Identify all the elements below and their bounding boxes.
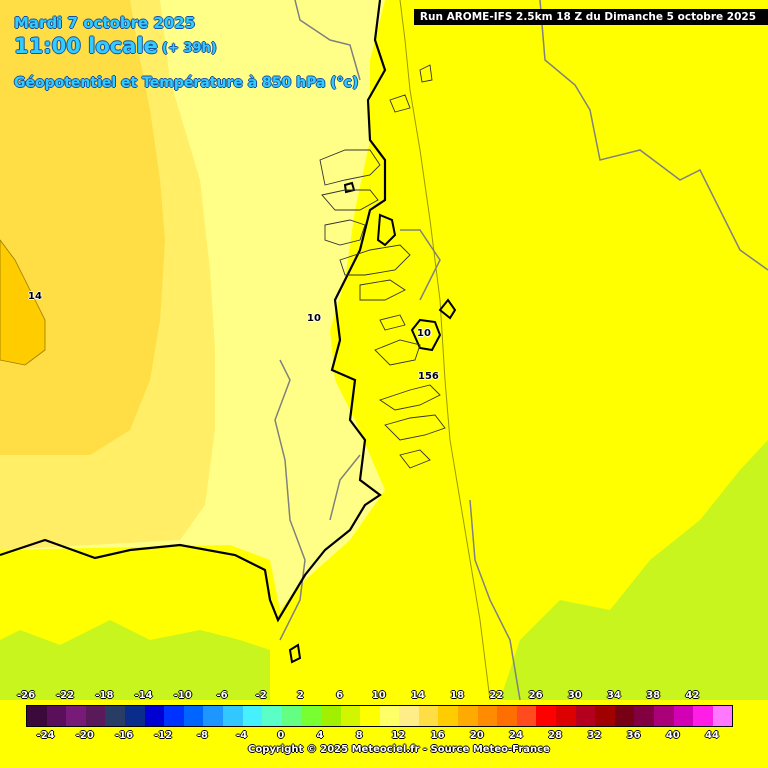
- color-swatch: [222, 706, 243, 726]
- color-swatch: [262, 706, 282, 726]
- color-scale-tick-bottom: 0: [277, 730, 285, 741]
- color-swatch: [340, 706, 361, 726]
- color-scale-tick-top: 38: [646, 690, 661, 701]
- color-scale-tick-bottom: -24: [36, 730, 55, 741]
- color-swatch: [458, 706, 478, 726]
- color-swatch: [712, 706, 733, 726]
- color-swatch: [654, 706, 674, 726]
- color-scale-tick-bottom: -12: [154, 730, 173, 741]
- color-scale-tick-top: -2: [255, 690, 267, 701]
- color-swatch: [46, 706, 67, 726]
- color-scale-tick-top: 26: [528, 690, 543, 701]
- color-scale-tick-bottom: -4: [236, 730, 248, 741]
- color-scale-tick-bottom: 40: [665, 730, 680, 741]
- color-swatch: [497, 706, 517, 726]
- color-scale-tick-top: -10: [173, 690, 192, 701]
- color-scale-tick-bottom: -8: [196, 730, 208, 741]
- contour-label-156: 156: [418, 371, 439, 382]
- field-6-southeast: [500, 440, 768, 700]
- color-swatch: [516, 706, 537, 726]
- forecast-time: 11:00 locale: [14, 34, 158, 58]
- color-scale-tick-top: 14: [411, 690, 425, 701]
- color-swatch: [438, 706, 459, 726]
- color-scale-tick-bottom: 28: [548, 730, 563, 741]
- color-swatch: [556, 706, 576, 726]
- color-swatch: [634, 706, 654, 726]
- contour-label-10-east: 10: [417, 328, 431, 339]
- color-scale-tick-bottom: 8: [355, 730, 363, 741]
- model-run-label: Run AROME-IFS 2.5km 18 Z du Dimanche 5 o…: [413, 9, 768, 25]
- isotherm-east: [399, 0, 491, 701]
- forecast-date: Mardi 7 octobre 2025: [14, 14, 196, 32]
- color-scale-tick-top: -26: [16, 690, 36, 701]
- color-swatch: [418, 706, 439, 726]
- color-scale-tick-top: 22: [489, 690, 504, 701]
- contour-label-10: 10: [307, 313, 321, 324]
- color-scale-tick-top: 42: [685, 690, 700, 701]
- temperature-color-scale: [26, 705, 734, 727]
- color-scale-tick-bottom: -16: [114, 730, 134, 741]
- copyright-notice: Copyright © 2025 Meteociel.fr - Source M…: [248, 744, 550, 755]
- color-swatch: [379, 706, 400, 726]
- color-scale-tick-top: 2: [296, 690, 304, 701]
- color-swatch: [66, 706, 86, 726]
- color-swatch: [693, 706, 713, 726]
- color-swatch: [105, 706, 125, 726]
- color-swatch: [536, 706, 557, 726]
- color-scale-tick-top: -18: [95, 690, 114, 701]
- color-swatch: [301, 706, 321, 726]
- color-scale-tick-top: 18: [450, 690, 465, 701]
- color-scale-tick-bottom: 44: [705, 730, 719, 741]
- contour-label-14: 14: [28, 291, 42, 302]
- parameter-title: Géopotentiel et Température à 850 hPa (°…: [14, 75, 359, 91]
- color-scale-tick-top: -14: [134, 690, 153, 701]
- color-scale-tick-bottom: 24: [509, 730, 523, 741]
- color-swatch: [242, 706, 263, 726]
- field-14-west: [0, 239, 46, 366]
- field-12-west: [0, 0, 165, 455]
- color-swatch: [164, 706, 184, 726]
- forecast-lead-time: (+ 39h): [162, 41, 217, 56]
- color-swatch: [360, 706, 380, 726]
- color-swatch: [575, 706, 596, 726]
- color-swatch: [595, 706, 615, 726]
- color-scale-tick-bottom: 32: [587, 730, 602, 741]
- color-swatch: [124, 706, 145, 726]
- color-swatch: [281, 706, 302, 726]
- color-scale-tick-bottom: 12: [391, 730, 406, 741]
- country-border: [274, 0, 768, 701]
- color-scale-tick-top: 30: [567, 690, 582, 701]
- color-swatch: [477, 706, 498, 726]
- color-scale-tick-top: 6: [336, 690, 344, 701]
- color-scale-tick-top: -6: [216, 690, 228, 701]
- island: [288, 181, 457, 664]
- coastline: [0, 0, 387, 623]
- color-swatch: [85, 706, 106, 726]
- geopotential-contours: [319, 64, 446, 469]
- color-scale-tick-bottom: 16: [430, 730, 445, 741]
- color-scale-tick-top: 10: [371, 690, 386, 701]
- color-swatch: [399, 706, 419, 726]
- color-swatch: [320, 706, 341, 726]
- color-scale-tick-bottom: -20: [75, 730, 94, 741]
- color-swatch: [203, 706, 223, 726]
- color-swatch: [144, 706, 165, 726]
- color-scale-tick-bottom: 36: [626, 730, 641, 741]
- color-swatch: [27, 706, 47, 726]
- color-scale-tick-top: 34: [607, 690, 621, 701]
- color-swatch: [614, 706, 635, 726]
- color-swatch: [183, 706, 204, 726]
- color-swatch: [673, 706, 694, 726]
- field-6-south: [0, 620, 270, 700]
- color-scale-tick-top: -22: [56, 690, 75, 701]
- color-scale-tick-bottom: 20: [469, 730, 484, 741]
- color-scale-tick-bottom: 4: [316, 730, 324, 741]
